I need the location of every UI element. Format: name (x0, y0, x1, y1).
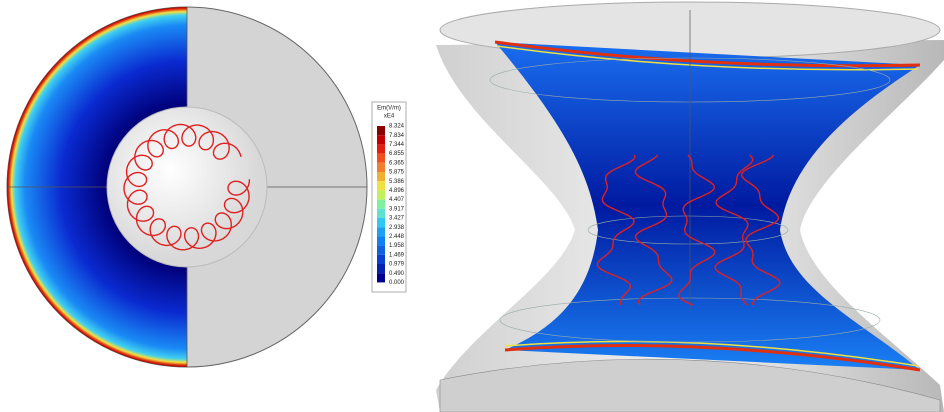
swatch (377, 245, 385, 255)
colorbar-label: 1.469 (389, 252, 405, 258)
coil (678, 154, 716, 306)
colorbar-label: 8.324 (389, 124, 405, 130)
colorbar-label: 1.958 (389, 243, 405, 249)
colorbar-label: 5.875 (389, 170, 405, 176)
colorbar-label: 3.917 (389, 206, 405, 212)
swatch (377, 236, 385, 246)
colorbar-label: 0.979 (389, 262, 405, 268)
swatch (377, 199, 385, 209)
coil (714, 154, 754, 306)
colorbar-label: 0.000 (389, 280, 405, 286)
swatch (377, 172, 385, 182)
swatch (377, 273, 385, 283)
swatch (377, 208, 385, 218)
colorbar: Em(V/m) xE4 8.324 7.834 7.344 6.855 6.365 5.8… (371, 101, 407, 293)
colorbar-label: 7.834 (389, 133, 405, 139)
swatch (377, 135, 385, 145)
colorbar-label: 7.344 (389, 142, 405, 148)
colorbar-label: 2.448 (389, 234, 405, 240)
colorbar-label: 0.490 (389, 271, 405, 277)
swatch (377, 162, 385, 172)
swatch (377, 181, 385, 191)
colorbar-label: 6.365 (389, 160, 405, 166)
colorbar-label: 5.386 (389, 179, 405, 185)
cross-section (6, 6, 368, 368)
colorbar-label: 4.407 (389, 197, 405, 203)
swatch (377, 218, 385, 228)
coil (634, 154, 673, 306)
colorbar-label: 4.896 (389, 188, 405, 194)
colorbar-label: 6.855 (389, 151, 405, 157)
coil (596, 154, 636, 306)
coil (740, 154, 781, 306)
colorbar-title: Em(V/m) (377, 106, 401, 112)
colorbar-label: 2.938 (389, 225, 405, 231)
swatch (377, 144, 385, 154)
colorbar-label: 3.427 (389, 216, 405, 222)
swatch (377, 227, 385, 237)
hyperboloid (436, 1, 944, 412)
swatch (377, 153, 385, 163)
swatch (377, 264, 385, 274)
swatch (377, 254, 385, 264)
swatch (377, 190, 385, 200)
colorbar-scale: xE4 (384, 114, 395, 120)
swatch (377, 126, 385, 136)
